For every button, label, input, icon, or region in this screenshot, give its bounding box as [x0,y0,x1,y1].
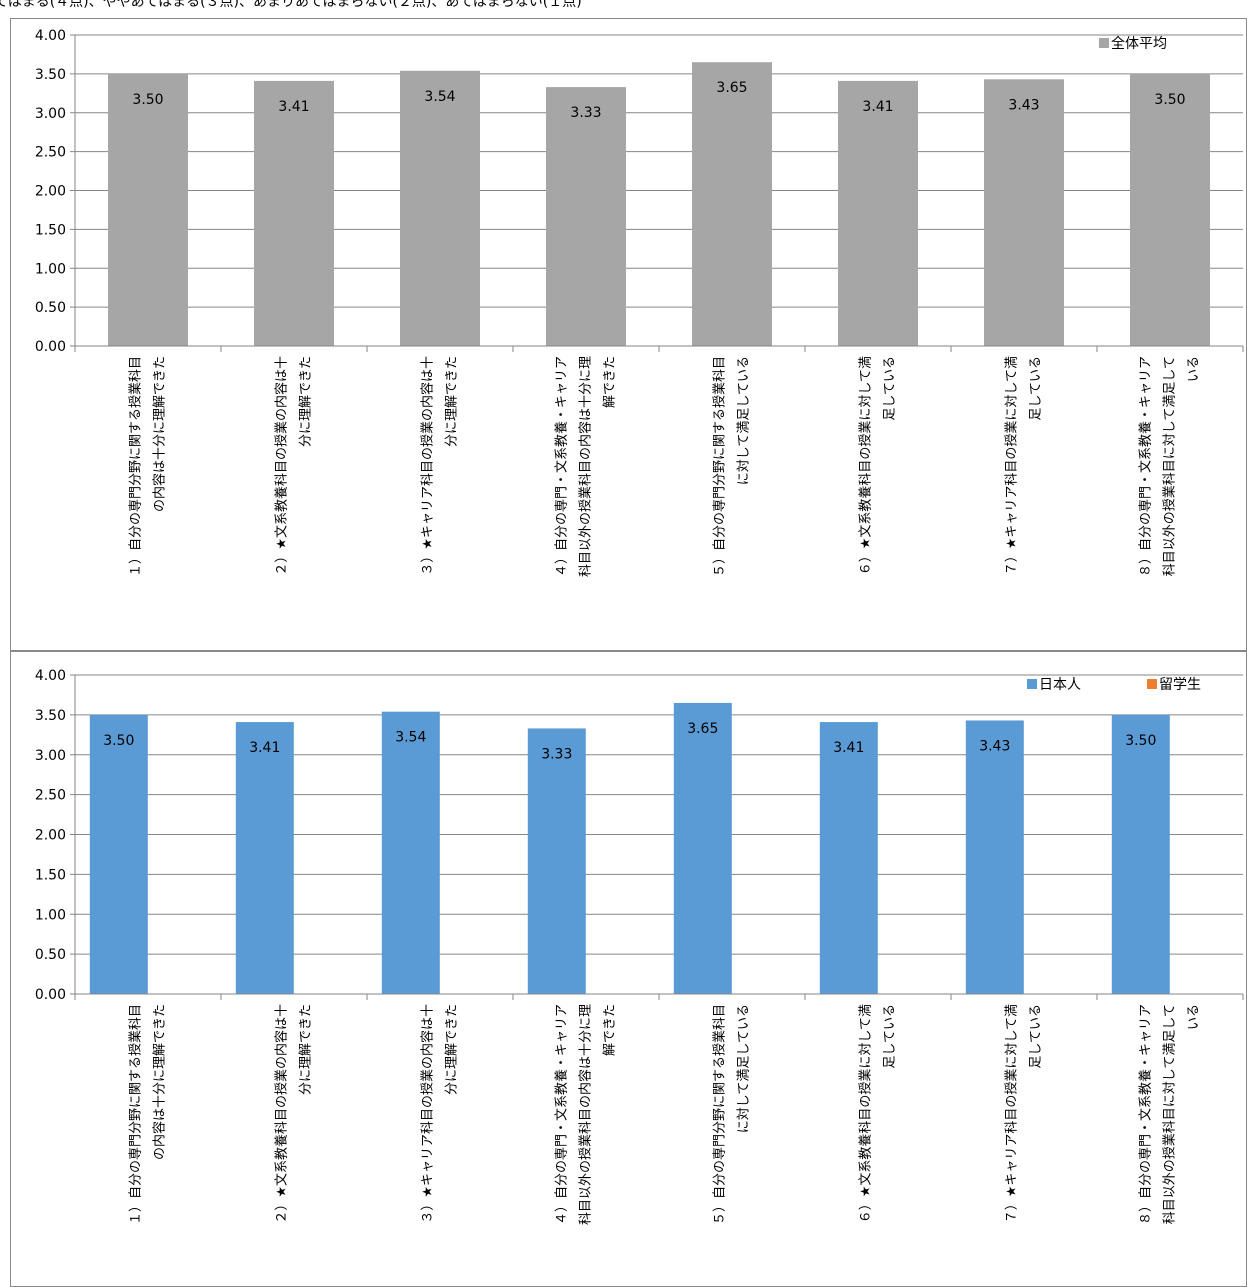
bar [108,74,188,346]
x-category-label: 足している [1029,1004,1044,1069]
y-tick-label: 3.00 [35,106,66,122]
bar [1112,715,1170,994]
data-label: 3.65 [687,721,718,737]
x-category-label: 解できた [603,1004,618,1056]
x-category-label: ６）★文系教養科目の授業に対して満 [858,356,874,575]
bar [966,720,1024,994]
data-label: 3.50 [1125,733,1156,749]
x-category-label: 分に理解できた [299,356,314,447]
legend-swatch [1147,679,1157,689]
bar [820,722,878,994]
data-label: 3.33 [541,746,572,762]
bar [236,722,294,994]
x-category-label: ５）自分の専門分野に関する授業科目 [712,1004,728,1225]
x-category-label: 科目以外の授業科目の内容は十分に理 [578,356,594,577]
x-category-label: ４）自分の専門・文系教養・キャリア [554,1004,570,1225]
y-tick-label: 4.00 [35,668,66,684]
y-tick-label: 2.50 [35,788,66,804]
data-label: 3.65 [716,80,747,96]
data-label: 3.41 [862,99,893,115]
data-label: 3.54 [424,89,455,105]
x-category-label: の内容は十分に理解できた [152,356,168,512]
data-label: 3.50 [1154,92,1185,108]
x-category-label: の内容は十分に理解できた [152,1004,168,1160]
y-tick-label: 2.00 [35,828,66,844]
y-tick-label: 3.50 [35,708,66,724]
x-category-label: 分に理解できた [445,1004,460,1095]
x-category-label: ８）自分の専門・文系教養・キャリア [1138,1004,1154,1225]
y-tick-label: 3.00 [35,748,66,764]
data-label: 3.50 [103,733,134,749]
data-label: 3.41 [278,99,309,115]
x-category-label: 科目以外の授業科目に対して満足して [1162,1004,1178,1224]
bar [546,87,626,346]
header-text: てはまる(４点)、ややあてはまる(３点)、あまりあてはまらない(２点)、あてはま… [0,0,582,10]
y-tick-label: 0.50 [35,947,66,963]
x-category-label: １）自分の専門分野に関する授業科目 [128,356,144,577]
x-category-label: 分に理解できた [445,356,460,447]
y-tick-label: 0.50 [35,300,66,316]
data-label: 3.43 [979,738,1010,754]
data-label: 3.50 [132,92,163,108]
x-category-label: ４）自分の専門・文系教養・キャリア [554,356,570,577]
x-category-label: いる [1187,1004,1202,1030]
bar [1130,74,1210,346]
x-category-label: いる [1187,356,1202,382]
y-tick-label: 1.00 [35,261,66,277]
x-category-label: ７）★キャリア科目の授業に対して満 [1004,1004,1020,1223]
x-category-label: 解できた [603,356,618,408]
y-tick-label: 1.50 [35,222,66,238]
y-tick-label: 0.00 [35,987,66,1003]
chart-overall-average: 0.00 0.50 1.00 1.50 2.00 2.50 3.00 3.50 4.00 3.50… [10,18,1247,651]
chart-japanese-vs-international-svg: 0.00 0.50 1.00 1.50 2.00 2.50 3.00 3.50 4.00 3.50… [11,652,1246,1286]
x-category-label: 科目以外の授業科目の内容は十分に理 [578,1004,594,1225]
x-category-label: 科目以外の授業科目に対して満足して [1162,356,1178,576]
x-category-label: 足している [1029,356,1044,421]
y-tick-label: 3.50 [35,67,66,83]
x-category-label: ２）★文系教養科目の授業の内容は十 [274,356,290,576]
x-category-label: ３）★キャリア科目の授業の内容は十 [420,356,436,576]
bar [838,81,918,346]
x-category-label: ５）自分の専門分野に関する授業科目 [712,356,728,577]
x-category-label: ７）★キャリア科目の授業に対して満 [1004,356,1020,575]
bar [400,71,480,346]
data-label: 3.43 [1008,97,1039,113]
x-category-label: ３）★キャリア科目の授業の内容は十 [420,1004,436,1224]
x-category-label: １）自分の専門分野に関する授業科目 [128,1004,144,1225]
y-tick-label: 1.00 [35,907,66,923]
y-tick-label: 2.50 [35,145,66,161]
bar [984,79,1064,346]
x-category-label: ２）★文系教養科目の授業の内容は十 [274,1004,290,1224]
bar [382,712,440,994]
x-category-label: に対して満足している [737,356,752,485]
bar [90,715,148,994]
bar [528,728,586,994]
y-tick-label: 0.00 [35,339,66,355]
bar [692,62,772,346]
bar [254,81,334,346]
x-category-label: 足している [883,356,898,421]
x-category-label: 足している [883,1004,898,1069]
x-category-label: に対して満足している [737,1004,752,1133]
x-category-label: ８）自分の専門・文系教養・キャリア [1138,356,1154,577]
x-category-label: 分に理解できた [299,1004,314,1095]
bar [674,703,732,994]
legend-label: 全体平均 [1111,35,1167,52]
data-label: 3.41 [833,740,864,756]
data-label: 3.41 [249,740,280,756]
y-tick-label: 1.50 [35,867,66,883]
data-label: 3.54 [395,730,426,746]
legend-label: 留学生 [1159,677,1201,693]
chart-overall-average-svg: 0.00 0.50 1.00 1.50 2.00 2.50 3.00 3.50 4.00 3.50… [11,19,1246,650]
y-tick-label: 2.00 [35,184,66,200]
y-tick-label: 4.00 [35,28,66,44]
legend-label: 日本人 [1039,677,1081,693]
chart-japanese-vs-international: 0.00 0.50 1.00 1.50 2.00 2.50 3.00 3.50 4.00 3.50… [10,651,1247,1287]
data-label: 3.33 [570,105,601,121]
x-category-label: ６）★文系教養科目の授業に対して満 [858,1004,874,1223]
legend-swatch [1099,38,1109,48]
legend-swatch [1027,679,1037,689]
